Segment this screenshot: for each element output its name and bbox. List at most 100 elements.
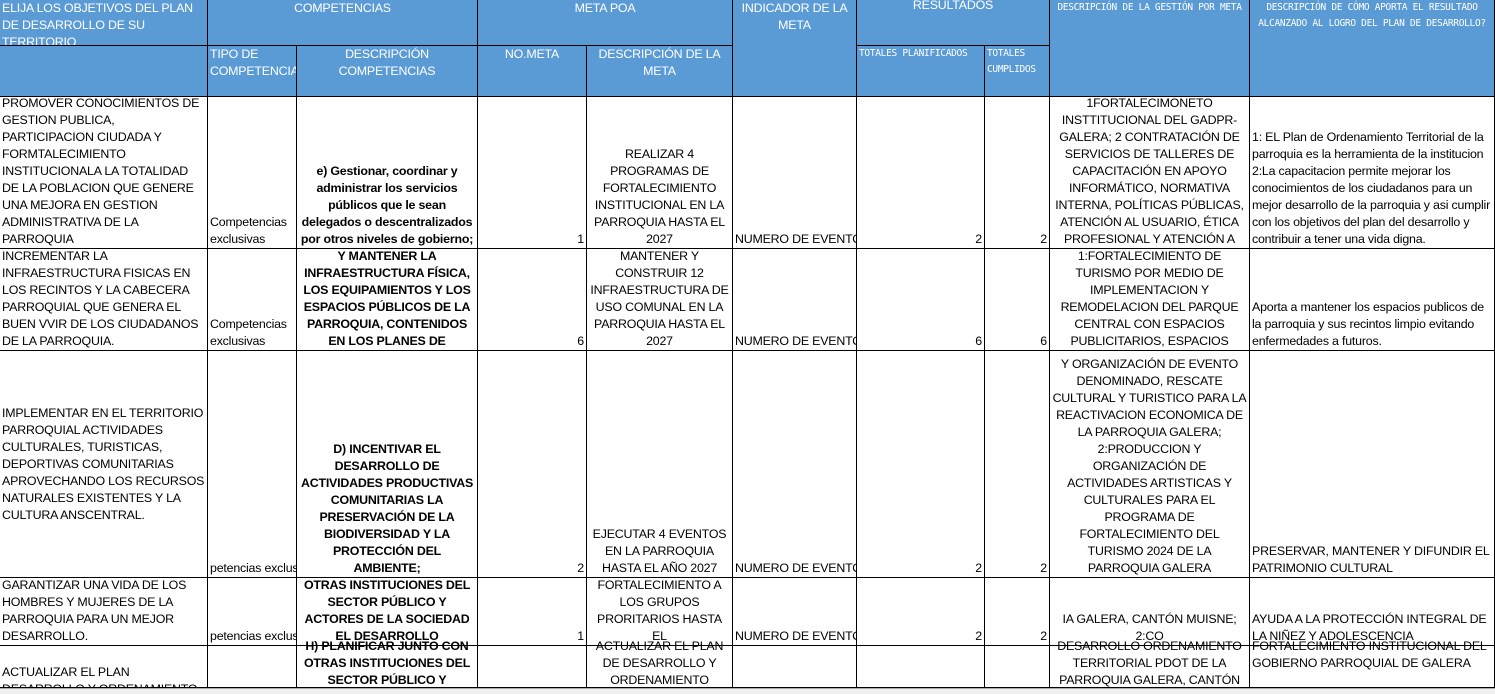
cell-aporte[interactable]: AYUDA A LA PROTECCIÓN INTEGRAL DE LA NIÑ… xyxy=(1250,578,1495,646)
cell-text: D) INCENTIVAR EL DESARROLLO DE ACTIVIDAD… xyxy=(300,442,474,575)
cell-aporte[interactable]: 1: EL Plan de Ordenamiento Territorial d… xyxy=(1250,97,1495,249)
cell-descripcion-competencia[interactable]: Y MANTENER LA INFRAESTRUCTURA FÍSICA, LO… xyxy=(297,249,478,351)
cell-text: 2 xyxy=(577,561,584,575)
cell-text: GARANTIZAR UNA VIDA DE LOS HOMBRES Y MUJ… xyxy=(2,578,187,643)
cell-planificados[interactable]: 2 xyxy=(857,351,985,578)
cell-text: Competencias exclusivas xyxy=(210,317,287,348)
cell-no-meta[interactable]: 1 xyxy=(478,578,587,646)
cell-indicador[interactable]: NUMERO DE EVENTOS xyxy=(733,249,857,351)
cell-text: 2 xyxy=(975,629,982,643)
header-meta-poa[interactable]: META POA xyxy=(478,0,733,46)
cell-text: 6 xyxy=(577,334,584,348)
cell-text: 1 xyxy=(577,232,584,246)
cell-gestion[interactable]: 1:FORTALECIMIENTO DE TURISMO POR MEDIO D… xyxy=(1050,249,1250,351)
cell-tipo[interactable]: petencias exclus xyxy=(208,578,297,646)
cell-text: 1 xyxy=(577,629,584,643)
header-descripcion-gestion[interactable]: DESCRIPCIÓN DE LA GESTIÓN POR META xyxy=(1050,0,1250,97)
cell-gestion[interactable]: DESARROLLO ORDENAMIENTO TERRITORIAL PDOT… xyxy=(1050,638,1250,688)
cell-text: H) PLANIFICAR JUNTO CON OTRAS INSTITUCIO… xyxy=(303,639,471,687)
cell-text: PROMOVER CONOCIMIENTOS DE GESTION PUBLIC… xyxy=(2,97,200,246)
cell-text: 1FORTALECIMONETO INSTTITUCIONAL DEL GADP… xyxy=(1055,97,1244,246)
header-indicador[interactable]: INDICADOR DE LA META xyxy=(733,0,857,97)
cell-gestion[interactable]: 1FORTALECIMONETO INSTTITUCIONAL DEL GADP… xyxy=(1050,97,1250,249)
cell-text: EJECUTAR 4 EVENTOS EN LA PARROQUIA HASTA… xyxy=(592,527,727,575)
cell-descripcion-meta[interactable]: 4 PROYECTOS DE FORTALECIMIENTO A LOS GRU… xyxy=(587,578,733,646)
cell-objetivo[interactable]: IMPLEMENTAR EN EL TERRITORIO PARROQUIAL … xyxy=(0,351,208,578)
cell-text: REALIZAR 4 PROGRAMAS DE FORTALECIMIENTO … xyxy=(594,147,725,246)
cell-descripcion-meta[interactable]: ACTUALIZAR EL PLAN DE DESARROLLO Y ORDEN… xyxy=(587,638,733,688)
cell-objetivo[interactable]: INCREMENTAR LA INFRAESTRUCTURA FISICAS E… xyxy=(0,249,208,351)
cell-text: IA GALERA, CANTÓN MUISNE; 2:CO xyxy=(1062,612,1237,643)
cell-tipo[interactable]: Competencias exclusivas xyxy=(208,97,297,249)
cell-text: FORTALECIMIENTO INSTITUCIONAL DEL GOBIER… xyxy=(1252,639,1487,670)
header-no-meta[interactable]: NO.META xyxy=(478,46,587,97)
cell-text: 2 xyxy=(1040,629,1047,643)
cell-text: petencias exclus xyxy=(210,629,297,643)
cell-aporte[interactable]: PRESERVAR, MANTENER Y DIFUNDIR EL PATRIM… xyxy=(1250,351,1495,578)
cell-cumplidos[interactable]: 2 xyxy=(985,351,1050,578)
cell-text: INCREMENTAR LA INFRAESTRUCTURA FISICAS E… xyxy=(2,249,199,348)
cell-text: 4 PROYECTOS DE FORTALECIMIENTO A LOS GRU… xyxy=(597,578,722,643)
cell-text: NUMERO DE EVENTOS xyxy=(735,561,857,575)
cell-text: NUMERO DE EVENTOS xyxy=(735,232,857,246)
cell-planificados[interactable]: 6 xyxy=(857,249,985,351)
cell-no-meta[interactable]: 2 xyxy=(478,351,587,578)
cell-gestion[interactable]: 1. CONRATACION DEL SERVICIO Y ORGANIZACI… xyxy=(1050,351,1250,578)
header-descripcion-meta[interactable]: DESCRIPCIÓN DE LA META xyxy=(587,46,733,97)
cell-gestion[interactable]: IA GALERA, CANTÓN MUISNE; 2:CO xyxy=(1050,578,1250,646)
cell-cumplidos[interactable]: 6 xyxy=(985,249,1050,351)
cell-text: IMPLEMENTAR EN EL TERRITORIO PARROQUIAL … xyxy=(2,405,205,522)
cell-text: ACTUALIZAR EL PLAN DE DESARROLLO Y ORDEN… xyxy=(595,639,724,687)
header-totales-planificados[interactable]: TOTALES PLANIFICADOS xyxy=(857,46,985,97)
header-descripcion-competencias[interactable]: DESCRIPCIÓN COMPETENCIAS xyxy=(297,46,478,97)
cell-text: 1:FORTALECIMIENTO DE TURISMO POR MEDIO D… xyxy=(1060,249,1239,348)
cell-no-meta[interactable]: 1 xyxy=(478,97,587,249)
cell-text: NUMERO DE EVENTOS xyxy=(735,629,857,643)
cell-descripcion-meta[interactable]: REALIZAR 4 PROGRAMAS DE FORTALECIMIENTO … xyxy=(587,97,733,249)
header-descripcion-aporte[interactable]: DESCRIPCIÓN DE CÓMO APORTA EL RESULTADO … xyxy=(1250,0,1495,97)
cell-descripcion-competencia[interactable]: e) Gestionar, coordinar y administrar lo… xyxy=(297,97,478,249)
cell-descripcion-competencia[interactable]: H) PLANIFICAR JUNTO CON OTRAS INSTITUCIO… xyxy=(297,638,478,688)
cell-descripcion-competencia[interactable]: OTRAS INSTITUCIONES DEL SECTOR PÚBLICO Y… xyxy=(297,578,478,646)
header-objetivos-sub[interactable] xyxy=(0,46,208,97)
cell-cumplidos[interactable]: 2 xyxy=(985,97,1050,249)
cell-descripcion-competencia[interactable]: D) INCENTIVAR EL DESARROLLO DE ACTIVIDAD… xyxy=(297,351,478,578)
cell-objetivo[interactable]: ACTUALIZAR EL PLAN DESARROLLO Y ORDENAMI… xyxy=(0,646,208,688)
cell-aporte[interactable]: FORTALECIMIENTO INSTITUCIONAL DEL GOBIER… xyxy=(1250,638,1495,688)
cell-text: 6 xyxy=(1040,334,1047,348)
cell-text: petencias exclus xyxy=(210,561,297,575)
cell-planificados[interactable]: 2 xyxy=(857,97,985,249)
cell-descripcion-meta[interactable]: MANTENER Y CONSTRUIR 12 INFRAESTRUCTURA … xyxy=(587,249,733,351)
cell-text: 2 xyxy=(975,561,982,575)
cell-indicador[interactable] xyxy=(733,638,857,688)
cell-aporte[interactable]: Aporta a mantener los espacios publicos … xyxy=(1250,249,1495,351)
cell-no-meta[interactable]: 6 xyxy=(478,249,587,351)
header-competencias[interactable]: COMPETENCIAS xyxy=(208,0,478,46)
cell-text: Aporta a mantener los espacios publicos … xyxy=(1252,300,1484,348)
cell-text: 1: EL Plan de Ordenamiento Territorial d… xyxy=(1252,130,1491,246)
cell-objetivo[interactable]: GARANTIZAR UNA VIDA DE LOS HOMBRES Y MUJ… xyxy=(0,578,208,646)
cell-planificados[interactable]: 2 xyxy=(857,578,985,646)
header-tipo-competencias[interactable]: TIPO DE COMPETENCIAS xyxy=(208,46,297,97)
cell-tipo[interactable]: petencias exclus xyxy=(208,351,297,578)
cell-text: 1. CONRATACION DEL SERVICIO Y ORGANIZACI… xyxy=(1052,351,1247,575)
cell-no-meta[interactable] xyxy=(478,638,587,688)
header-resultados[interactable]: RESULTADOS xyxy=(857,0,1050,46)
cell-text: 2 xyxy=(1040,232,1047,246)
cell-descripcion-meta[interactable]: EJECUTAR 4 EVENTOS EN LA PARROQUIA HASTA… xyxy=(587,351,733,578)
cell-text: MANTENER Y CONSTRUIR 12 INFRAESTRUCTURA … xyxy=(590,249,729,348)
header-totales-cumplidos[interactable]: TOTALES CUMPLIDOS xyxy=(985,46,1050,97)
cell-text: OTRAS INSTITUCIONES DEL SECTOR PÚBLICO Y… xyxy=(303,578,471,643)
cell-planificados[interactable] xyxy=(857,638,985,688)
cell-indicador[interactable]: NUMERO DE EVENTOS xyxy=(733,578,857,646)
cell-indicador[interactable]: NUMERO DE EVENTOS xyxy=(733,351,857,578)
sheet-tab-bar[interactable] xyxy=(0,688,1495,694)
cell-objetivo[interactable]: PROMOVER CONOCIMIENTOS DE GESTION PUBLIC… xyxy=(0,97,208,249)
cell-tipo[interactable]: Competencias exclusivas xyxy=(208,249,297,351)
cell-indicador[interactable]: NUMERO DE EVENTOS xyxy=(733,97,857,249)
cell-cumplidos[interactable] xyxy=(985,638,1050,688)
cell-cumplidos[interactable]: 2 xyxy=(985,578,1050,646)
cell-tipo[interactable] xyxy=(208,638,297,688)
header-objetivos[interactable]: ELIJA LOS OBJETIVOS DEL PLAN DE DESARROL… xyxy=(0,0,208,46)
